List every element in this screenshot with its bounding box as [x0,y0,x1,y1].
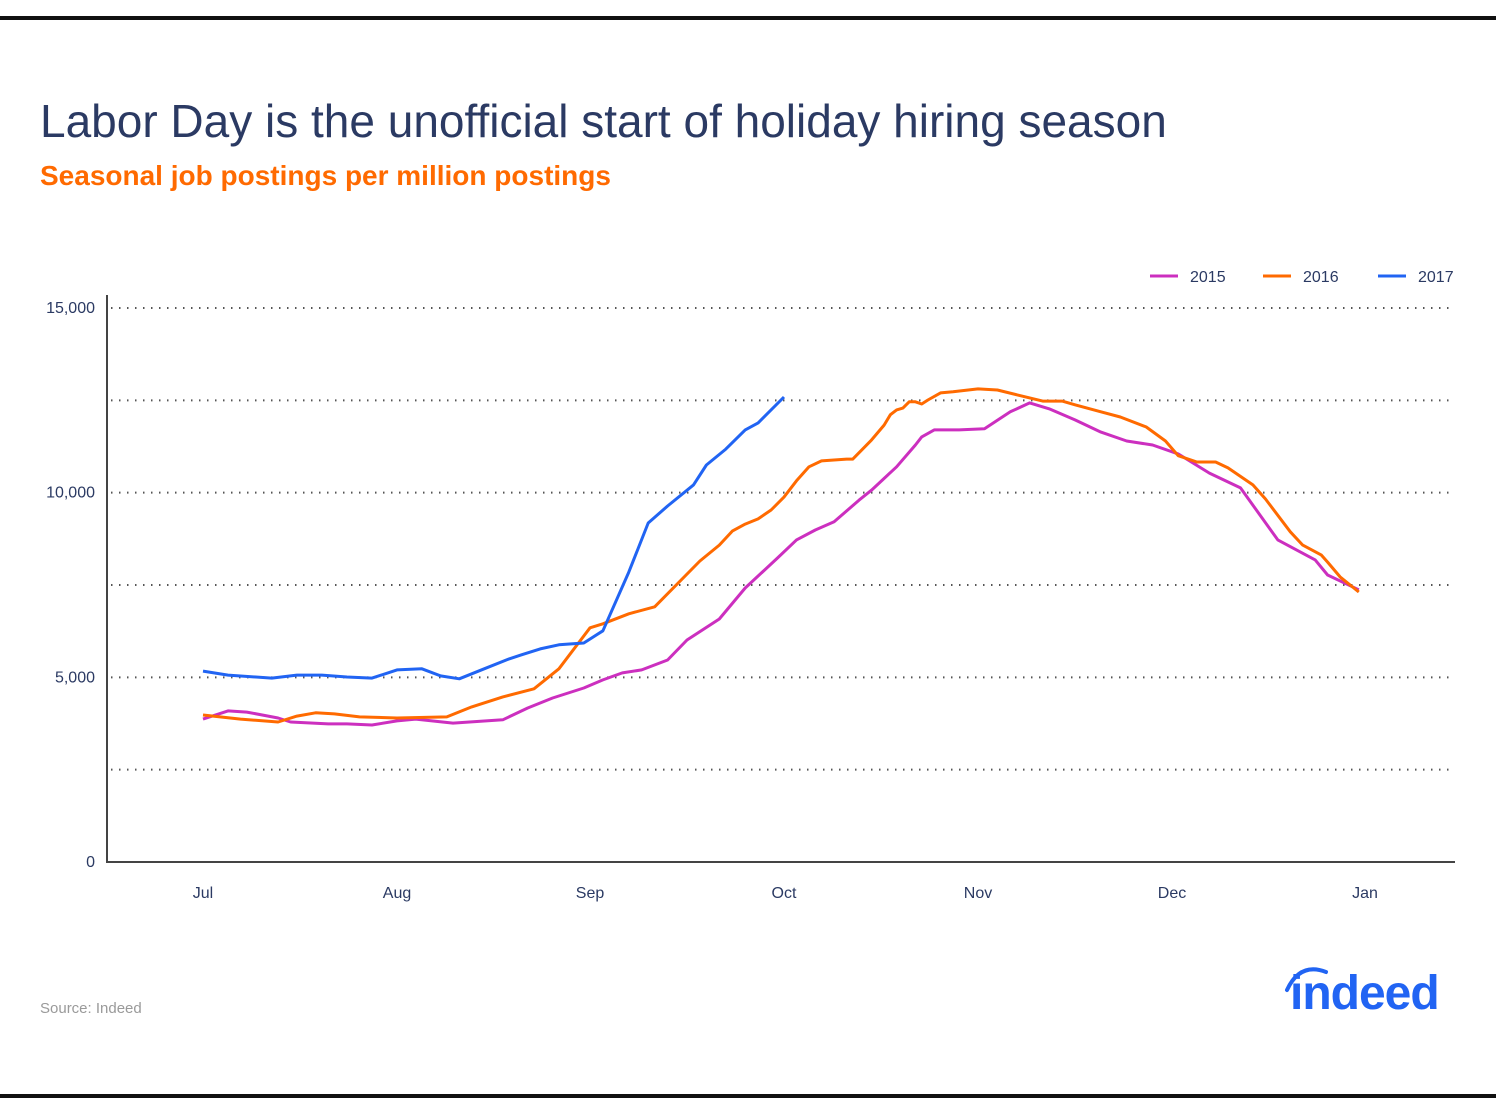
x-tick-label: Jul [193,885,213,902]
indeed-logo: indeed [1290,967,1440,1020]
y-tick-label: 15,000 [46,300,95,317]
y-tick-label: 5,000 [55,669,95,686]
top-rule [0,16,1496,20]
series-line-2016 [202,387,1360,724]
legend-label-2015: 2015 [1190,269,1226,286]
source-note: Source: Indeed [40,1000,142,1017]
x-tick-label: Nov [964,885,992,902]
indeed-logo-arc [1285,967,1328,992]
series-line-2015 [202,401,1360,727]
x-tick-label: Oct [772,885,797,902]
legend-label-2017: 2017 [1418,269,1454,286]
x-tick-label: Dec [1158,885,1186,902]
chart-subtitle: Seasonal job postings per million postin… [40,160,611,191]
bottom-rule [0,1094,1496,1098]
series-line-2017 [202,395,786,681]
x-tick-label: Aug [383,885,411,902]
chart-title: Labor Day is the unofficial start of hol… [40,95,1167,147]
x-tick-label: Jan [1352,885,1378,902]
y-tick-label: 0 [86,854,95,871]
y-tick-label: 10,000 [46,485,95,502]
x-tick-label: Sep [576,885,605,902]
legend-label-2016: 2016 [1303,269,1339,286]
